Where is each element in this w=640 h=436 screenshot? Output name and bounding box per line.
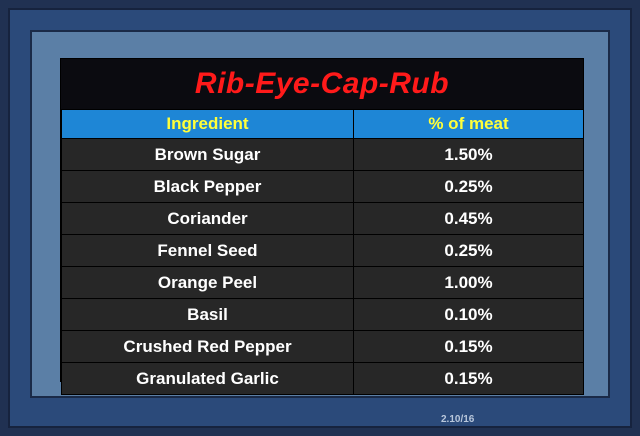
ingredient-cell: Granulated Garlic <box>61 362 354 395</box>
ingredient-cell: Coriander <box>61 202 354 235</box>
header-ingredient: Ingredient <box>61 109 354 139</box>
percent-cell: 0.10% <box>353 298 584 331</box>
table-header-row: Ingredient % of meat <box>61 109 584 139</box>
ingredient-cell: Fennel Seed <box>61 234 354 267</box>
percent-cell: 0.45% <box>353 202 584 235</box>
percent-cell: 1.00% <box>353 266 584 299</box>
percent-cell: 0.15% <box>353 362 584 395</box>
ingredient-cell: Black Pepper <box>61 170 354 203</box>
table-row: Fennel Seed 0.25% <box>61 234 584 267</box>
percent-cell: 0.15% <box>353 330 584 363</box>
table-row: Crushed Red Pepper 0.15% <box>61 330 584 363</box>
table-row: Brown Sugar 1.50% <box>61 138 584 171</box>
ingredient-cell: Crushed Red Pepper <box>61 330 354 363</box>
table-row: Granulated Garlic 0.15% <box>61 362 584 395</box>
percent-cell: 0.25% <box>353 234 584 267</box>
recipe-card: Rib-Eye-Cap-Rub Ingredient % of meat Bro… <box>60 58 584 395</box>
table-row: Coriander 0.45% <box>61 202 584 235</box>
percent-cell: 1.50% <box>353 138 584 171</box>
header-percent-of-meat: % of meat <box>353 109 584 139</box>
ingredient-cell: Orange Peel <box>61 266 354 299</box>
table-row: Basil 0.10% <box>61 298 584 331</box>
recipe-title: Rib-Eye-Cap-Rub <box>61 59 583 109</box>
ingredient-cell: Brown Sugar <box>61 138 354 171</box>
table-row: Black Pepper 0.25% <box>61 170 584 203</box>
table-row: Orange Peel 1.00% <box>61 266 584 299</box>
ingredient-cell: Basil <box>61 298 354 331</box>
ingredients-table: Ingredient % of meat Brown Sugar 1.50% B… <box>61 109 584 395</box>
percent-cell: 0.25% <box>353 170 584 203</box>
footer-note: 2.10/16 <box>441 414 475 425</box>
